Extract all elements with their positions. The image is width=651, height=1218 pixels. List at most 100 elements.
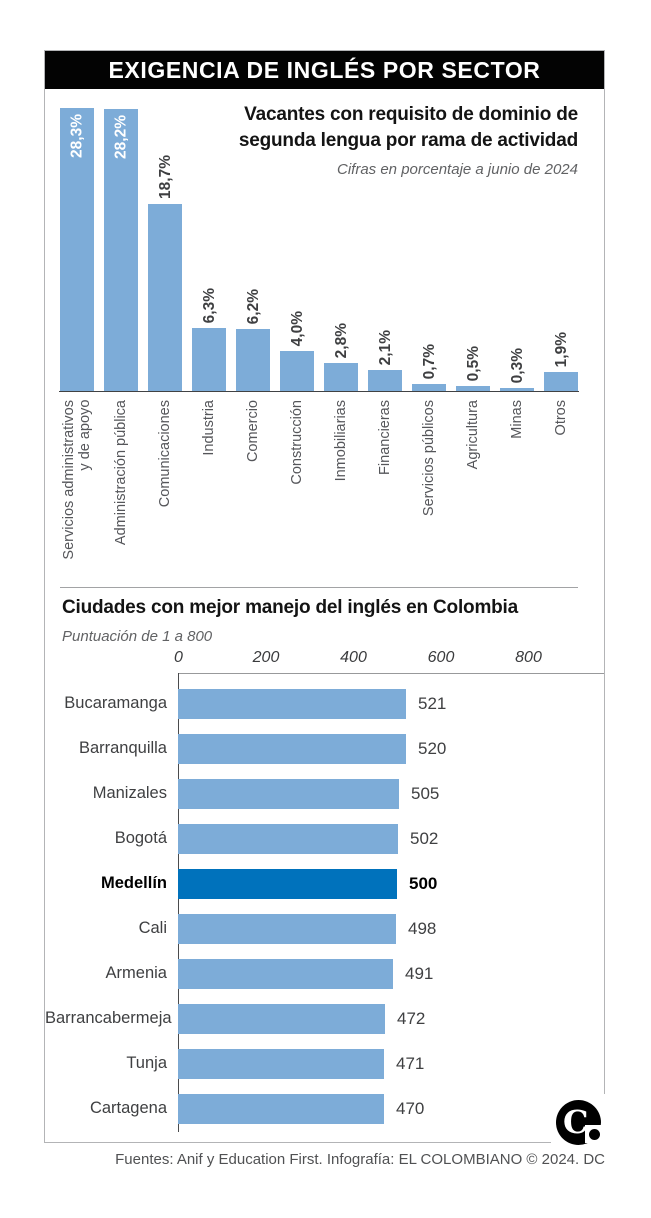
bar [324, 363, 358, 391]
bar [178, 1093, 384, 1124]
bar-column: 6,3% [192, 107, 226, 391]
axis-tick-label: 200 [252, 649, 280, 666]
category-label: Minas [509, 400, 525, 439]
cities-chart-title: Ciudades con mejor manejo del inglés en … [62, 597, 518, 618]
bar [178, 958, 393, 989]
category-label: Comunicaciones [157, 400, 173, 508]
cities-chart-axis-line [178, 673, 604, 674]
sector-chart-category-labels: Servicios administrativos y de apoyo Admi… [60, 400, 578, 595]
bar-value-label: 4,0% [288, 310, 306, 346]
bar [178, 1048, 384, 1079]
bar-value-label: 0,7% [420, 343, 438, 379]
bar-column: 0,7% [412, 107, 446, 391]
cities-chart-subtitle: Puntuación de 1 a 800 [62, 628, 213, 645]
bar-value-label: 6,2% [244, 288, 262, 324]
category-label: Administración pública [113, 400, 129, 546]
bar-row: Bogotá 502 [45, 816, 604, 861]
category-label-cell: Agricultura [456, 400, 490, 595]
bar-column: 0,5% [456, 107, 490, 391]
bar [178, 868, 397, 899]
category-label: Agricultura [465, 400, 481, 470]
bar-value-label: 6,3% [200, 287, 218, 323]
category-label: Servicios públicos [421, 400, 437, 517]
category-label: Otros [553, 400, 569, 436]
bar-row: Manizales 505 [45, 771, 604, 816]
city-label: Armenia [105, 964, 167, 982]
bar: 28,3% [60, 108, 94, 391]
bar [148, 204, 182, 391]
bar-value-label: 498 [408, 918, 437, 938]
bar-row: Cartagena 470 [45, 1086, 604, 1131]
category-label-cell: Construcción [280, 400, 314, 595]
bar-column: 2,1% [368, 107, 402, 391]
city-label: Barrancabermeja [45, 1009, 172, 1027]
bar-value-label: 520 [418, 738, 447, 758]
bar-row: Cali 498 [45, 906, 604, 951]
bar-column: 4,0% [280, 107, 314, 391]
bar-value-label: 491 [405, 963, 434, 983]
bar-value-label: 2,1% [376, 329, 394, 365]
bar-value-label: 471 [396, 1053, 425, 1073]
city-label: Cartagena [89, 1099, 167, 1117]
bar [178, 823, 398, 854]
category-label-cell: Financieras [368, 400, 402, 595]
cities-chart-axis: 0 200 400 600 800 [45, 649, 604, 669]
sector-chart-baseline [59, 391, 579, 392]
bar-column: 28,3% [60, 107, 94, 391]
bar [178, 778, 399, 809]
category-label: Construcción [289, 400, 305, 485]
source-credit: Fuentes: Anif y Education First. Infogra… [115, 1151, 605, 1168]
bar [368, 370, 402, 391]
axis-tick-label: 600 [427, 649, 455, 666]
bar-value-label: 470 [396, 1098, 425, 1118]
section-divider [60, 587, 578, 588]
bar-row: Armenia 491 [45, 951, 604, 996]
cities-chart-rows: Bucaramanga 521 Barranquilla 520 Manizales 50… [45, 681, 604, 1131]
bar-value-label: 18,7% [156, 155, 174, 199]
cities-chart-zero-line [178, 673, 179, 1132]
city-label: Manizales [92, 784, 167, 802]
city-label: Bogotá [114, 829, 167, 847]
category-label-cell: Administración pública [104, 400, 138, 595]
bar [178, 1003, 385, 1034]
bar [192, 328, 226, 391]
bar: 28,2% [104, 109, 138, 391]
category-label-cell: Comunicaciones [148, 400, 182, 595]
city-label: Barranquilla [78, 739, 167, 757]
bar-value-label: 1,9% [552, 331, 570, 367]
sector-chart-bars: 28,3% 28,2% 18,7% 6,3% 6,2% 4,0% 2,8% 2,1% 0,7% 0… [60, 107, 578, 391]
bar [456, 386, 490, 391]
sector-chart-subtitle: Cifras en porcentaje a junio de 2024 [337, 161, 578, 178]
bar-column: 28,2% [104, 107, 138, 391]
category-label: Industria [201, 400, 217, 456]
el-colombiano-logo: C [556, 1100, 603, 1145]
bar [280, 351, 314, 391]
category-label-cell: Inmobiliarias [324, 400, 358, 595]
bar-value-label: 521 [418, 693, 447, 713]
axis-tick-label: 400 [340, 649, 367, 666]
category-label-cell: Otros [544, 400, 578, 595]
category-label: Financieras [377, 400, 393, 475]
bar-row: Bucaramanga 521 [45, 681, 604, 726]
category-label-cell: Servicios públicos [412, 400, 446, 595]
logo-letter: C [563, 1103, 589, 1141]
category-label: Comercio [245, 400, 261, 463]
bar-value-label: 28,3% [68, 114, 86, 158]
bar-column: 1,9% [544, 107, 578, 391]
bar [178, 688, 406, 719]
bar-column: 0,3% [500, 107, 534, 391]
city-label: Cali [138, 919, 167, 937]
bar-value-label: 472 [397, 1008, 426, 1028]
bar-value-label: 502 [410, 828, 439, 848]
bar [412, 384, 446, 391]
page-title: EXIGENCIA DE INGLÉS POR SECTOR [108, 56, 541, 83]
bar [500, 388, 534, 391]
infographic-box: EXIGENCIA DE INGLÉS POR SECTOR Vacantes … [44, 50, 605, 1143]
bar-column: 6,2% [236, 107, 270, 391]
category-label: Inmobiliarias [333, 400, 349, 482]
bar-value-label: 0,3% [508, 347, 526, 383]
bar-value-label: 28,2% [112, 115, 130, 159]
bar-value-label: 0,5% [464, 345, 482, 381]
axis-tick-label: 0 [174, 649, 183, 666]
